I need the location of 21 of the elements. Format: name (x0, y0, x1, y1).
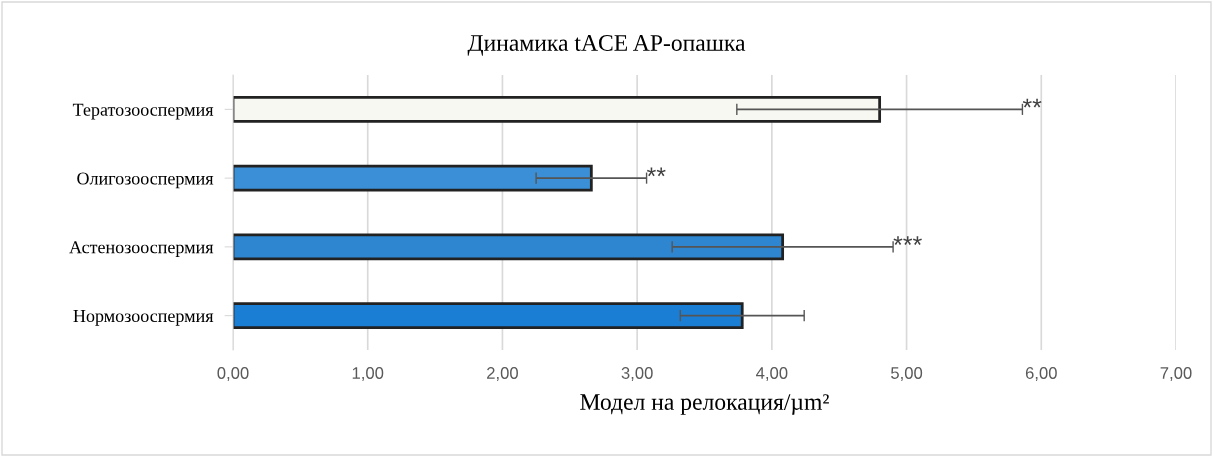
annotation: ** (646, 167, 666, 177)
x-tick-label: 0,00 (217, 367, 249, 381)
x-tick-label: 3,00 (621, 367, 653, 381)
x-axis-title: Модел на релокация/µm² (580, 394, 829, 415)
chart-title: Динамика tACE AP-опашка (467, 35, 746, 56)
x-tick-label: 4,00 (756, 367, 788, 381)
y-tick-label: Тератозооспермия (72, 103, 214, 120)
x-tick-label: 6,00 (1025, 367, 1057, 381)
x-tick-label: 1,00 (352, 367, 384, 381)
x-tick-label: 2,00 (487, 367, 518, 381)
y-tick-label: Олигозооспермия (77, 172, 214, 189)
annotation: *** (893, 236, 922, 245)
x-tick-label: 7,00 (1160, 367, 1192, 381)
bar (233, 233, 785, 261)
y-tick-label: Нормозооспермия (73, 310, 214, 326)
bar (233, 164, 593, 192)
annotation: ** (1022, 98, 1042, 108)
y-tick-label: Астенозооспермия (69, 241, 214, 257)
bar (233, 302, 744, 330)
x-tick-label: 5,00 (891, 367, 923, 381)
bar (233, 95, 882, 123)
